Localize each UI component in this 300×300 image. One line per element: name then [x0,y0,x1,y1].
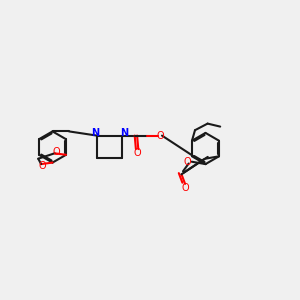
Text: N: N [120,128,128,138]
Text: O: O [52,147,60,157]
Text: O: O [181,183,189,193]
Text: N: N [91,128,99,138]
Text: O: O [156,130,164,141]
Text: O: O [133,148,141,158]
Text: O: O [39,160,46,171]
Text: O: O [184,157,192,167]
